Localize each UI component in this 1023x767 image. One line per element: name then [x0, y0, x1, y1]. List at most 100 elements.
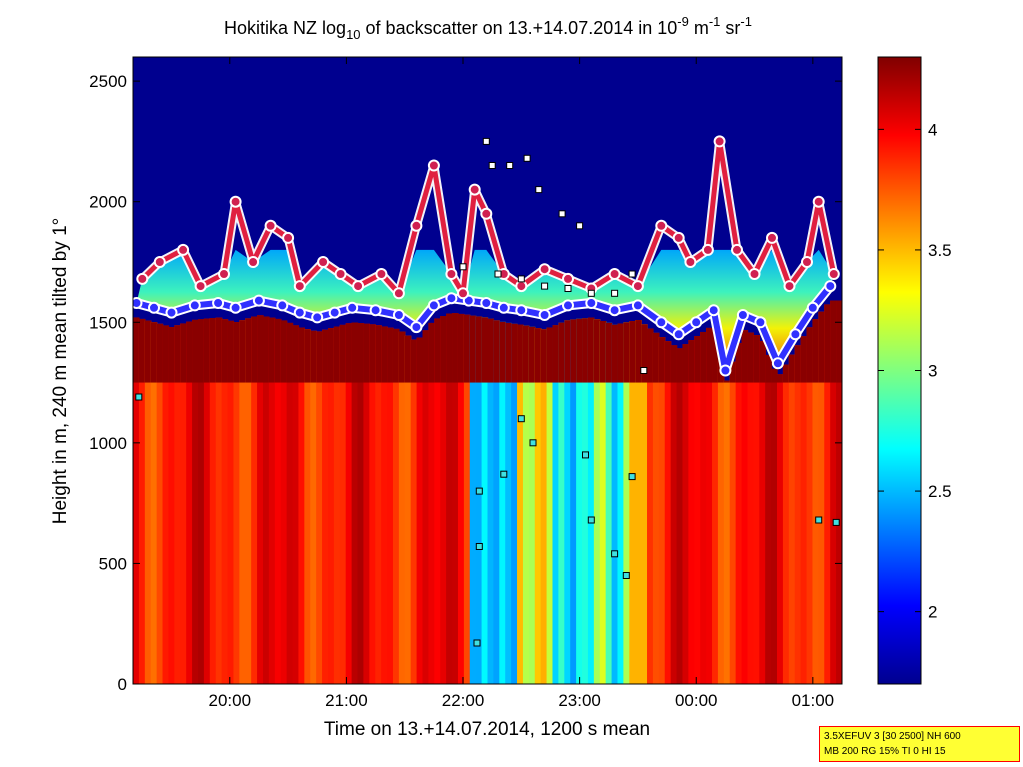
heatmap-cloud-band [759, 341, 766, 383]
heatmap-column [540, 329, 548, 684]
heatmap-cloud-band [327, 328, 335, 383]
heatmap-cloud-band [493, 320, 500, 383]
heatmap-cloud-band [209, 318, 217, 383]
aerosol-layer-point [475, 543, 483, 550]
heatmap-cloud-band [381, 326, 388, 383]
cloud-base-point [562, 299, 574, 312]
heatmap-cloud-band [800, 336, 808, 383]
heatmap-cloud-band [528, 326, 536, 383]
heatmap-column [197, 319, 205, 684]
heatmap-column [552, 325, 559, 684]
heatmap-cloud-band [641, 324, 648, 383]
cloud-base-point [672, 328, 685, 341]
colorbar-tick-label: 3.5 [928, 241, 952, 260]
heatmap-cloud-band [605, 322, 613, 383]
heatmap-cloud-band [777, 374, 784, 383]
upper-layer-point [766, 231, 778, 244]
heatmap-cloud-band [457, 313, 465, 383]
heatmap-cloud-band [599, 320, 607, 383]
x-tick-label: 20:00 [209, 691, 252, 710]
upper-layer-point [136, 272, 149, 285]
heatmap-column [375, 325, 382, 684]
heatmap-column [546, 327, 554, 684]
box-layer-point [640, 367, 648, 374]
heatmap-column [522, 325, 530, 684]
heatmap-cloud-band [345, 323, 353, 383]
box-layer-point [576, 222, 584, 230]
box-layer-point [564, 285, 572, 292]
heatmap-column [280, 320, 288, 684]
heatmap-cloud-band [499, 321, 506, 383]
heatmap-column [469, 315, 477, 684]
heatmap-cloud-band [475, 316, 483, 383]
heatmap-cloud-band [428, 322, 435, 383]
heatmap-column [753, 335, 760, 684]
heatmap-column [434, 318, 441, 684]
cloud-base-point [736, 309, 749, 321]
heatmap-cloud-band [682, 344, 689, 383]
upper-layer-point [427, 159, 440, 172]
x-axis: 20:00 21:00 22:00 23:00 00:00 01:00 [209, 57, 835, 710]
upper-layer-point [827, 268, 840, 280]
heatmap-cloud-band [729, 361, 737, 383]
heatmap-cloud-band [174, 325, 181, 383]
aerosol-layer-point [587, 516, 595, 524]
heatmap-cloud-band [771, 368, 778, 383]
heatmap-column [251, 316, 258, 684]
heatmap-column [517, 324, 524, 684]
heatmap-cloud-band [440, 316, 447, 383]
y-axis-label: Height in m, 240 m mean tilted by 1° [50, 218, 71, 524]
colorbar-tick-label: 4 [928, 120, 937, 139]
heatmap-cloud-band [546, 327, 554, 383]
heatmap-column [493, 320, 500, 684]
heatmap-cloud-band [339, 324, 347, 383]
heatmap-column [765, 354, 772, 684]
heatmap-column [440, 316, 447, 684]
cloud-base-point [252, 294, 265, 307]
heatmap-column [369, 324, 376, 684]
heatmap-cloud-band [723, 380, 731, 383]
cloud-base-point [515, 304, 528, 317]
cloud-base-point [719, 364, 732, 377]
cloud-base-point [410, 321, 423, 334]
heatmap-cloud-band [268, 317, 276, 383]
aerosol-layer-point [529, 439, 537, 447]
heatmap-column [635, 320, 642, 684]
heatmap-column [688, 340, 695, 684]
colorbar-tick-label: 3 [928, 362, 937, 381]
box-layer-point [611, 289, 619, 297]
heatmap-column [771, 368, 778, 684]
heatmap-cloud-band [741, 330, 749, 383]
heatmap-column [487, 318, 495, 684]
heatmap-column [156, 323, 164, 684]
heatmap-cloud-band [481, 317, 489, 383]
upper-layer-point [480, 207, 493, 220]
heatmap-cloud-band [434, 318, 441, 383]
cloud-base-point [655, 316, 668, 329]
heatmap-column [570, 319, 577, 684]
colorbar-tick-label: 2 [928, 603, 937, 622]
heatmap-column [794, 345, 802, 684]
upper-layer-trace-core [140, 138, 837, 296]
heatmap-cloud-band [251, 316, 258, 383]
cloud-base-point [346, 301, 359, 314]
heatmap-cloud-band [452, 313, 459, 383]
heatmap-cloud-band [788, 354, 796, 383]
heatmap-cloud-band [782, 364, 790, 383]
upper-layer-point [264, 219, 277, 232]
heatmap-cloud-band [658, 337, 666, 383]
heatmap-column [605, 322, 613, 684]
heatmap-column [268, 317, 276, 684]
upper-layer-point [515, 280, 528, 293]
heatmap-column [150, 322, 158, 684]
heatmap-column [652, 332, 660, 684]
heatmap-column [180, 323, 187, 684]
heatmap-column [416, 337, 424, 684]
x-tick-label: 01:00 [792, 691, 835, 710]
heatmap-cloud-band [192, 319, 199, 383]
y-tick-label: 500 [99, 554, 127, 573]
heatmap-cloud-band [629, 321, 636, 383]
heatmap-column [729, 361, 737, 684]
upper-layer-point [748, 268, 761, 280]
info-line-2: MB 200 RG 15% TI 0 HI 15 [824, 746, 946, 757]
